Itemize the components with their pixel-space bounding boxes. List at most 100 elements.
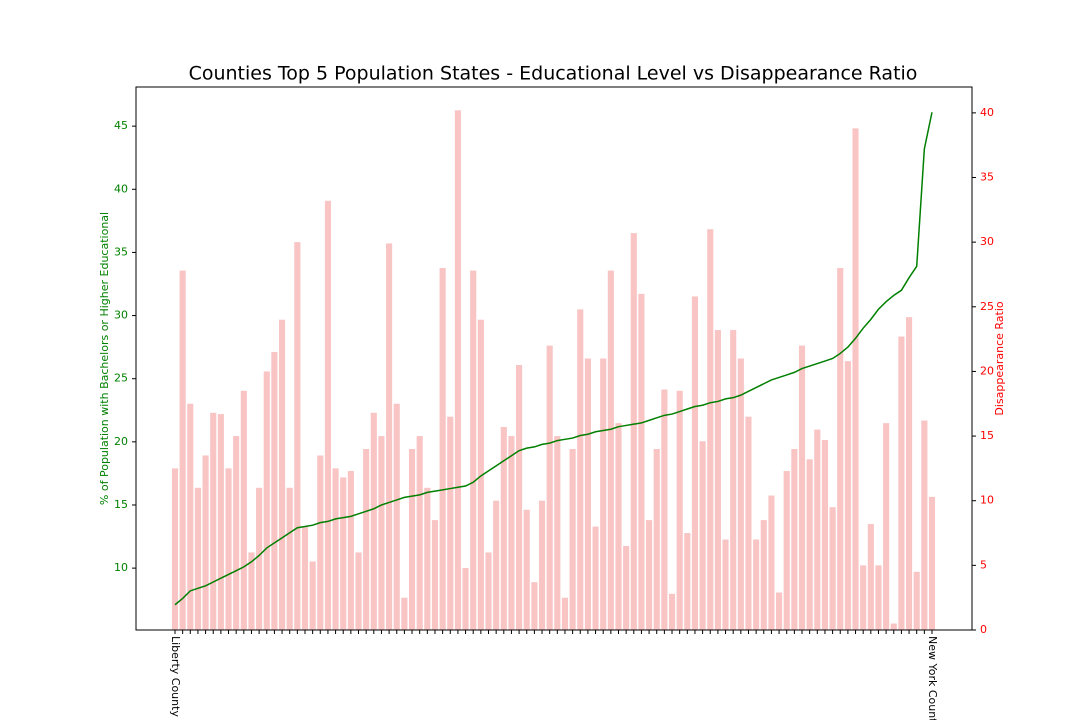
bar — [447, 416, 454, 630]
bar — [737, 358, 744, 630]
bar — [332, 468, 339, 630]
bar — [324, 200, 331, 630]
bar — [852, 128, 859, 630]
bar — [730, 330, 737, 630]
bar — [485, 552, 492, 630]
bar — [844, 361, 851, 630]
x-tick-label: New York County — [926, 636, 939, 720]
bar — [760, 520, 767, 630]
bar — [217, 414, 224, 630]
bar — [347, 470, 354, 630]
bar — [401, 597, 408, 630]
bar — [416, 436, 423, 630]
y2-tick-label: 15 — [980, 429, 994, 442]
plot-frame — [135, 86, 973, 631]
y2-tick-label: 40 — [980, 106, 994, 119]
y2-tick-label: 0 — [980, 623, 987, 636]
bar — [370, 412, 377, 630]
bar — [623, 545, 630, 630]
bar — [386, 243, 393, 630]
bar — [286, 487, 293, 630]
bar — [477, 319, 484, 630]
bar — [233, 436, 240, 630]
bar — [340, 477, 347, 630]
bar — [309, 561, 316, 630]
bar — [714, 330, 721, 630]
bar — [592, 526, 599, 630]
y2-tick-label: 25 — [980, 300, 994, 313]
bar — [928, 496, 936, 630]
bar — [225, 468, 232, 630]
bar — [661, 389, 668, 630]
bar — [646, 520, 653, 630]
bar — [776, 592, 783, 630]
bar — [791, 449, 798, 630]
y-tick-label: 35 — [114, 245, 128, 258]
bar — [722, 539, 729, 630]
bar — [615, 423, 622, 630]
bar — [202, 455, 209, 630]
bar — [278, 319, 286, 630]
bar — [707, 229, 714, 630]
bar — [531, 582, 538, 630]
bar — [516, 364, 523, 630]
bar — [263, 371, 270, 630]
y-tick-label: 15 — [114, 498, 128, 511]
x-tick-label: Liberty County — [169, 636, 182, 717]
y-tick-label: 25 — [114, 372, 128, 385]
bar — [554, 436, 561, 630]
chart-title: Counties Top 5 Population States - Educa… — [189, 63, 918, 85]
bar — [408, 449, 416, 630]
bar — [577, 309, 584, 630]
bar — [424, 487, 431, 630]
bar — [798, 345, 806, 630]
bar — [768, 495, 775, 630]
y2-tick-label: 35 — [980, 171, 994, 184]
bar — [814, 429, 821, 630]
bar — [638, 293, 645, 630]
bar — [462, 567, 469, 630]
bar — [668, 593, 676, 630]
y-tick-label: 30 — [114, 309, 128, 322]
bar — [454, 110, 461, 631]
bar — [194, 487, 201, 630]
y2-tick-label: 10 — [980, 494, 994, 507]
bar — [187, 403, 194, 630]
bar — [256, 487, 263, 630]
bar — [676, 390, 683, 630]
bar — [600, 358, 607, 630]
bar — [508, 436, 515, 630]
bar — [875, 565, 882, 630]
y2-axis-label: Disappearance Ratio — [993, 301, 1006, 416]
bar — [294, 242, 301, 630]
bar — [378, 436, 385, 630]
bar — [248, 552, 255, 630]
bar — [363, 449, 370, 630]
bar — [431, 520, 439, 630]
bar — [883, 423, 890, 630]
bar — [829, 507, 836, 630]
bar — [439, 268, 446, 630]
bar — [745, 416, 752, 630]
bar — [317, 455, 324, 630]
bar — [493, 500, 500, 630]
y2-tick-label: 30 — [980, 235, 994, 248]
bar — [546, 345, 553, 630]
bar — [569, 449, 576, 630]
bar — [630, 233, 637, 631]
bar — [837, 268, 844, 630]
bar — [301, 526, 309, 630]
y2-tick-label: 5 — [980, 558, 987, 571]
y-axis-label: % of Population with Bachelors or Higher… — [98, 212, 111, 505]
bar — [240, 390, 247, 630]
bar — [921, 420, 928, 630]
bar — [806, 459, 813, 630]
bar — [584, 358, 591, 630]
bar — [171, 468, 179, 630]
bar — [867, 523, 874, 630]
bar — [355, 552, 362, 630]
bar — [821, 439, 829, 630]
bar — [179, 270, 186, 630]
bar — [470, 270, 477, 630]
